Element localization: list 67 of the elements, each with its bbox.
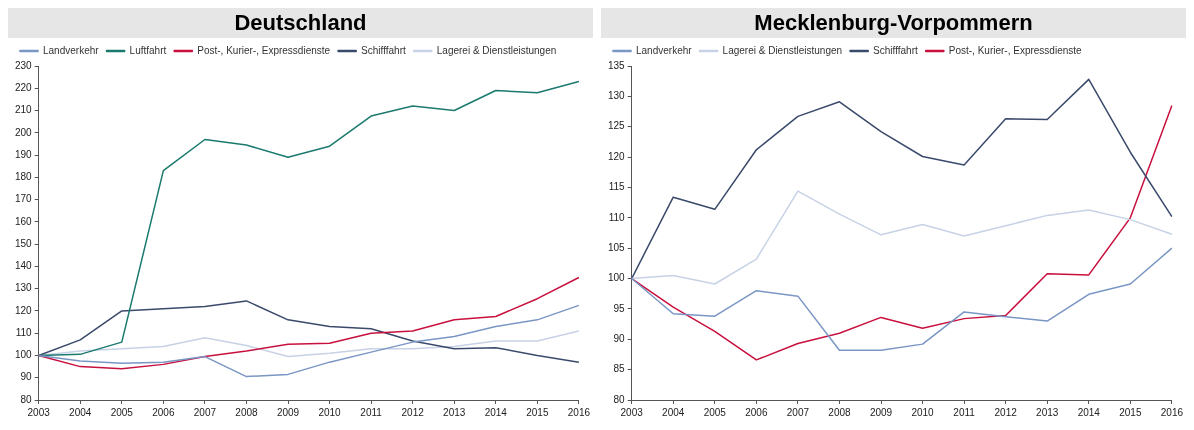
x-tick-label: 2006 — [152, 406, 175, 418]
x-tick-label: 2007 — [786, 406, 810, 418]
x-tick-label: 2004 — [662, 406, 685, 418]
x-tick-label: 2014 — [1077, 406, 1101, 418]
legend-label: Post-, Kurier-, Expressdienste — [948, 44, 1083, 56]
legend-label: Post-, Kurier-, Expressdienste — [197, 44, 331, 56]
y-tick-label: 100 — [15, 349, 33, 361]
x-tick-label: 2004 — [69, 406, 92, 418]
x-tick-label: 2011 — [360, 406, 383, 418]
x-tick-label: 2005 — [110, 406, 134, 418]
y-tick-label: 130 — [608, 90, 626, 102]
x-tick-label: 2016 — [567, 406, 591, 418]
y-tick-label: 95 — [613, 302, 626, 314]
y-tick-label: 120 — [15, 304, 33, 316]
legend-label: Lagerei & Dienstleistungen — [722, 44, 843, 56]
x-tick-label: 2016 — [1160, 406, 1184, 418]
x-tick-label: 2008 — [828, 406, 852, 418]
legend-label: Luftfahrt — [129, 44, 167, 56]
x-tick-label: 2013 — [1036, 406, 1059, 418]
y-tick-label: 210 — [15, 104, 33, 116]
x-tick-label: 2009 — [276, 406, 300, 418]
x-tick-label: 2010 — [318, 406, 342, 418]
x-tick-label: 2011 — [953, 406, 976, 418]
chart-title: Mecklenburg-Vorpommern — [601, 8, 1186, 38]
y-tick-label: 170 — [15, 193, 33, 205]
y-tick-label: 100 — [608, 272, 626, 284]
legend-label: Schifffahrt — [361, 44, 406, 56]
legend-label: Schifffahrt — [873, 44, 918, 56]
y-tick-label: 230 — [15, 59, 33, 71]
y-tick-label: 190 — [15, 148, 33, 160]
x-tick-label: 2010 — [911, 406, 935, 418]
legend-label: Landverkehr — [43, 44, 100, 56]
y-tick-label: 135 — [608, 59, 626, 71]
y-tick-label: 120 — [608, 150, 626, 162]
y-tick-label: 110 — [608, 211, 626, 223]
y-tick-label: 150 — [15, 237, 33, 249]
y-tick-label: 80 — [20, 393, 33, 405]
x-tick-label: 2008 — [235, 406, 259, 418]
x-tick-label: 2012 — [401, 406, 425, 418]
x-tick-label: 2015 — [1119, 406, 1142, 418]
y-tick-label: 105 — [608, 241, 626, 253]
x-tick-label: 2005 — [703, 406, 727, 418]
y-tick-label: 125 — [608, 120, 626, 132]
y-tick-label: 180 — [15, 171, 33, 183]
x-tick-label: 2006 — [745, 406, 768, 418]
y-tick-label: 85 — [613, 363, 626, 375]
x-tick-label: 2003 — [620, 406, 644, 418]
y-tick-label: 90 — [20, 371, 33, 383]
y-tick-label: 110 — [15, 326, 33, 338]
y-tick-label: 80 — [613, 393, 626, 405]
legend-label: Lagerei & Dienstleistungen — [436, 44, 557, 56]
y-tick-label: 160 — [15, 215, 33, 227]
legend-label: Landverkehr — [636, 44, 693, 56]
x-tick-label: 2009 — [869, 406, 893, 418]
y-tick-label: 90 — [613, 333, 626, 345]
x-tick-label: 2003 — [27, 406, 51, 418]
y-tick-label: 200 — [15, 126, 33, 138]
x-tick-label: 2012 — [994, 406, 1018, 418]
x-tick-label: 2013 — [443, 406, 466, 418]
chart-title: Deutschland — [8, 8, 593, 38]
y-tick-label: 115 — [608, 181, 626, 193]
y-tick-label: 130 — [15, 282, 33, 294]
x-tick-label: 2015 — [526, 406, 549, 418]
x-tick-label: 2014 — [484, 406, 508, 418]
y-tick-label: 220 — [15, 82, 33, 94]
x-tick-label: 2007 — [193, 406, 217, 418]
y-tick-label: 140 — [15, 260, 33, 272]
